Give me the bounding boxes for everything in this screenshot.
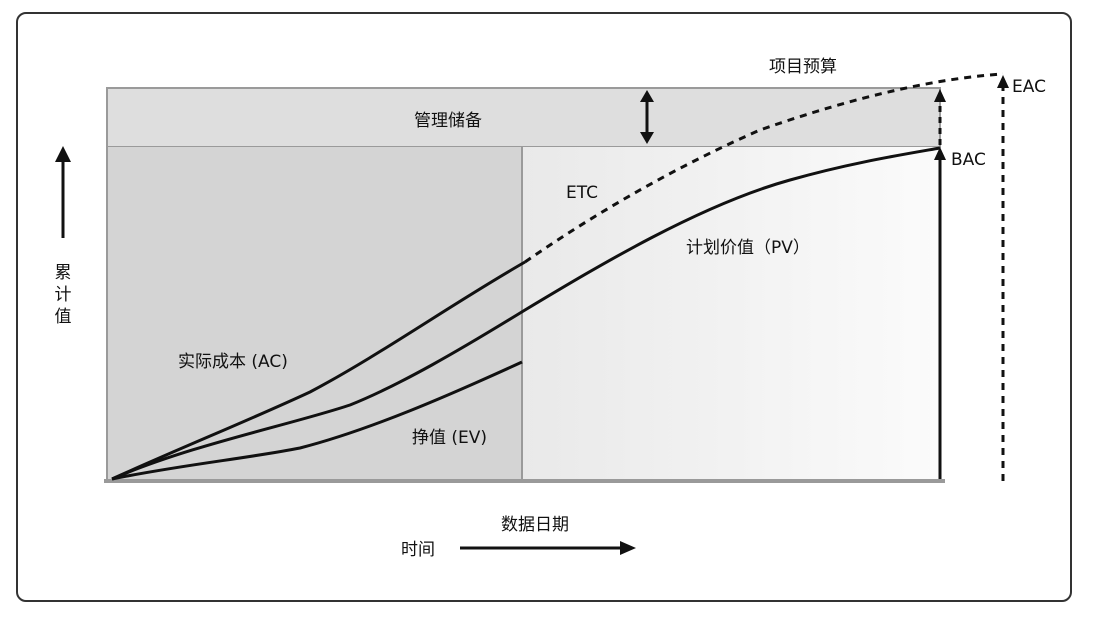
x-arrowhead-icon xyxy=(620,541,636,555)
ev-label: 挣值 (EV) xyxy=(412,428,487,448)
ac-curve xyxy=(111,260,526,481)
bac-label: BAC xyxy=(951,150,986,170)
pv-label: 计划价值（PV） xyxy=(686,238,810,258)
pv-curve xyxy=(111,146,941,481)
etc-curve xyxy=(524,72,1004,264)
y-axis-label-char: 累 xyxy=(55,263,72,283)
reserve-arrowhead xyxy=(934,89,946,102)
etc-label: ETC xyxy=(566,183,598,203)
data-date-label: 数据日期 xyxy=(501,515,569,535)
x-axis-label: 时间 xyxy=(401,540,435,560)
bac-arrowhead xyxy=(934,147,946,160)
y-axis-label: 累计值 xyxy=(55,263,72,327)
project-budget-label: 项目预算 xyxy=(769,57,837,77)
left-region xyxy=(107,147,522,481)
management-reserve-band xyxy=(106,87,941,148)
ev-curve xyxy=(111,360,523,481)
ac-label: 实际成本 (AC) xyxy=(178,352,288,372)
right-region xyxy=(522,147,940,481)
y-axis-label-char: 值 xyxy=(55,307,72,327)
eac-label: EAC xyxy=(1012,77,1046,97)
reserve-arrow-down-icon xyxy=(640,132,654,144)
management-reserve-label: 管理储备 xyxy=(414,111,482,131)
reserve-arrow-up-icon xyxy=(640,90,654,102)
y-axis-label-char: 计 xyxy=(55,285,72,305)
y-arrowhead-icon xyxy=(55,146,71,162)
eac-arrowhead xyxy=(997,75,1009,88)
